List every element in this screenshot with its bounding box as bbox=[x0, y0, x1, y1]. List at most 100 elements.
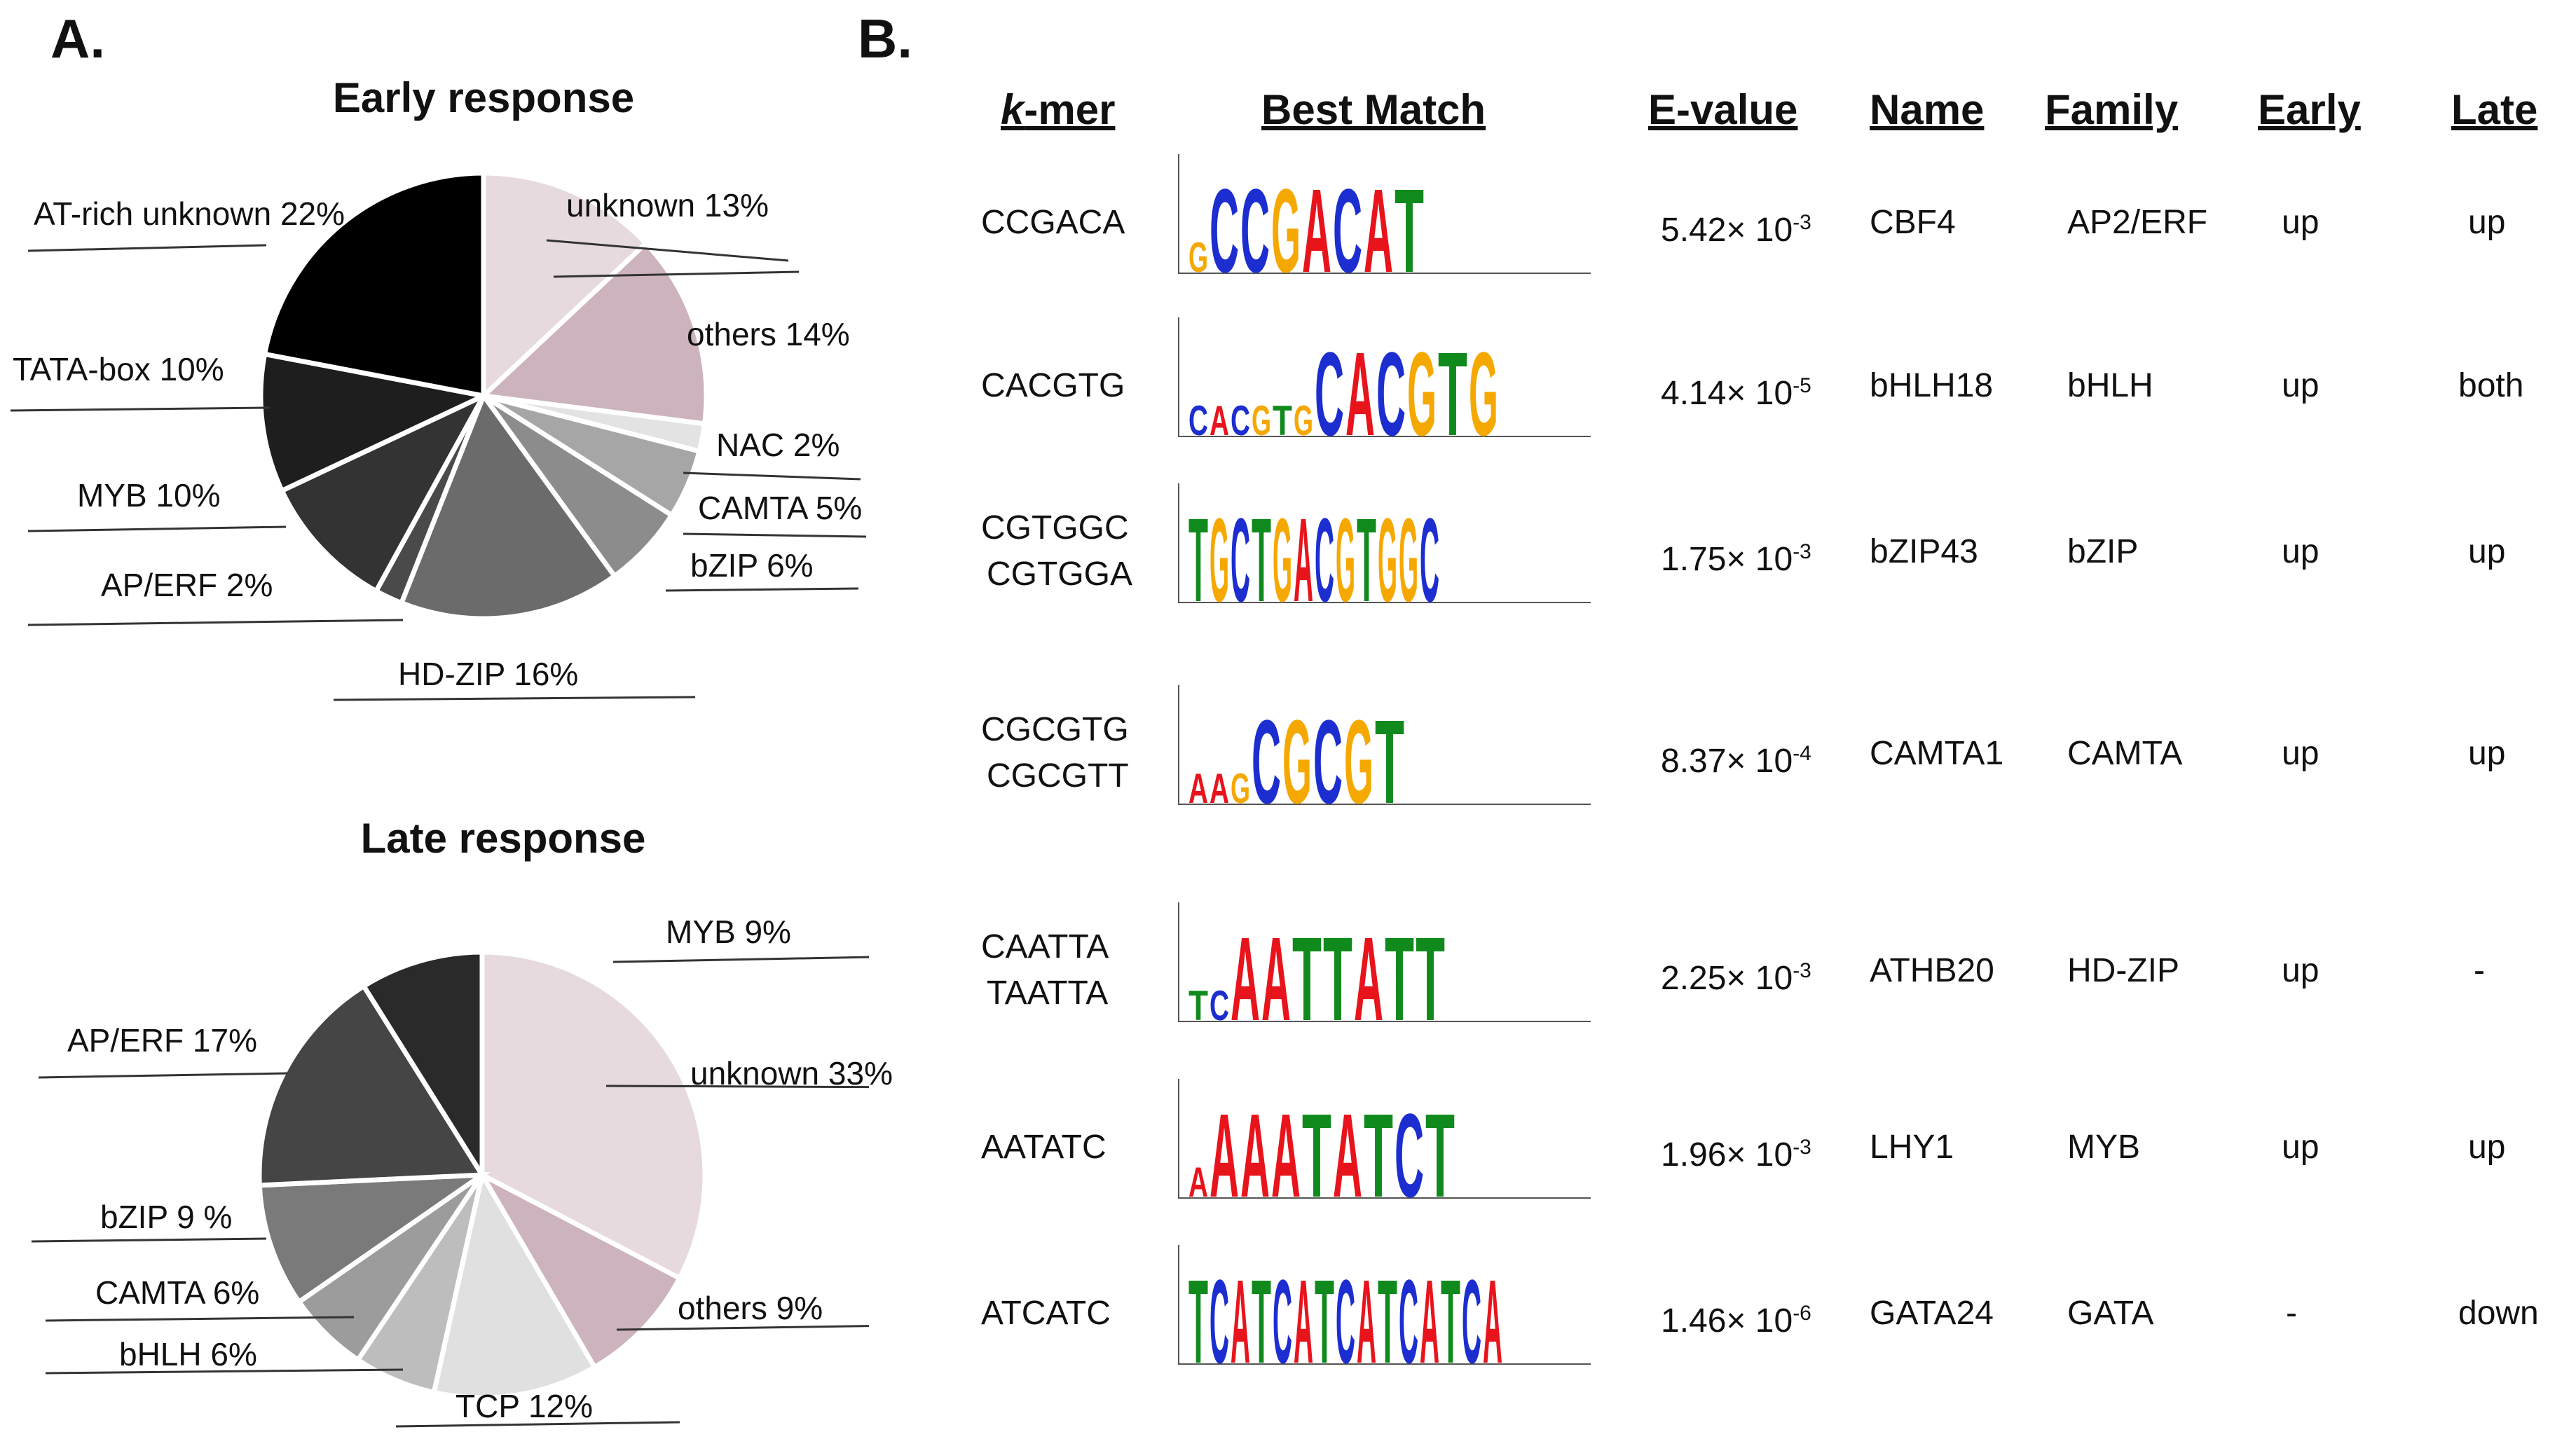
header-family: Family bbox=[2045, 86, 2179, 133]
late-slice-myb bbox=[360, 949, 485, 1184]
row-name: CBF4 bbox=[1870, 204, 1956, 241]
logo-letter: G bbox=[1294, 397, 1313, 444]
row-family: AP2/ERF bbox=[2067, 204, 2208, 241]
row-evalue: 8.37× 10-4 bbox=[1661, 731, 1811, 785]
late-slice-tcp bbox=[431, 1168, 598, 1400]
row-name: bZIP43 bbox=[1870, 533, 1978, 570]
logo-axis bbox=[1178, 1079, 1591, 1199]
leader-line bbox=[38, 1072, 288, 1079]
late-slice-unknown bbox=[479, 949, 708, 1282]
leader-line bbox=[45, 1368, 404, 1375]
logo-letter: G bbox=[1252, 397, 1271, 444]
row-evalue-base: 4.14× 10 bbox=[1661, 375, 1793, 412]
row-kmer: AATATC bbox=[981, 1129, 1107, 1166]
row-early: up bbox=[2282, 952, 2320, 989]
logo-letter: C bbox=[1336, 1255, 1355, 1378]
logo-letter: C bbox=[1420, 494, 1439, 617]
logo-letter: T bbox=[1188, 982, 1208, 1029]
late-pie bbox=[256, 949, 708, 1400]
early-label-nac: NAC 2% bbox=[716, 427, 840, 463]
logo-axis bbox=[1178, 902, 1591, 1022]
row-evalue-exponent: -3 bbox=[1793, 211, 1811, 234]
logo-letter: T bbox=[1385, 913, 1414, 1035]
leader-line bbox=[27, 525, 287, 532]
early-label-hd-zip: HD-ZIP 16% bbox=[398, 656, 579, 692]
row-evalue-base: 1.46× 10 bbox=[1661, 1302, 1793, 1340]
logo-letter: T bbox=[1292, 913, 1322, 1035]
logo-letter: A bbox=[1210, 1089, 1239, 1212]
logo-letter: G bbox=[1336, 494, 1355, 617]
logo-letter: T bbox=[1441, 1255, 1460, 1378]
logo-axis bbox=[1178, 154, 1591, 274]
row-evalue-base: 1.75× 10 bbox=[1661, 541, 1793, 578]
panel-a-label: A. bbox=[50, 8, 105, 69]
logo-letter: C bbox=[1333, 165, 1362, 287]
logo-axis bbox=[1178, 685, 1591, 805]
row-early: up bbox=[2282, 367, 2320, 404]
row-evalue-exponent: -4 bbox=[1793, 742, 1811, 765]
logo-letter: T bbox=[1416, 913, 1445, 1035]
row-name: CAMTA1 bbox=[1870, 735, 2004, 772]
logo-letter: G bbox=[1469, 328, 1498, 450]
row-early: up bbox=[2282, 1129, 2320, 1166]
logo-letter: T bbox=[1357, 494, 1376, 617]
leader-line bbox=[683, 471, 861, 481]
row-kmer-2: TAATTA bbox=[987, 975, 1109, 1012]
row-kmer-2: CGCGTT bbox=[987, 757, 1129, 794]
row-evalue: 2.25× 10-3 bbox=[1661, 948, 1811, 1002]
logo-letter: G bbox=[1407, 328, 1437, 450]
row-evalue: 4.14× 10-5 bbox=[1661, 363, 1811, 417]
logo-letter: A bbox=[1271, 1089, 1301, 1212]
logo-letter: A bbox=[1420, 1255, 1439, 1378]
logo-letter: C bbox=[1210, 165, 1239, 287]
logo-letter: G bbox=[1273, 494, 1292, 617]
row-family: bHLH bbox=[2067, 367, 2153, 404]
row-evalue-base: 5.42× 10 bbox=[1661, 212, 1793, 249]
leader-line bbox=[665, 587, 859, 592]
early-slice-tata-box bbox=[258, 351, 492, 495]
logo-letter: G bbox=[1282, 696, 1312, 818]
pie-charts bbox=[10, 170, 869, 1428]
logo-letter: C bbox=[1462, 1255, 1481, 1378]
logo-letter: T bbox=[1323, 913, 1352, 1035]
logo-letter: C bbox=[1315, 494, 1334, 617]
early-label-unknown: unknown 13% bbox=[566, 187, 769, 223]
logo-letter: A bbox=[1210, 765, 1229, 812]
early-slice-at-rich-unknown bbox=[261, 170, 486, 399]
logo-letter: T bbox=[1188, 494, 1208, 617]
row-evalue: 1.96× 10-3 bbox=[1661, 1124, 1811, 1178]
late-slice-bzip bbox=[256, 1171, 491, 1306]
early-slice-hd-zip bbox=[398, 390, 618, 621]
logo-letter: G bbox=[1399, 494, 1418, 617]
logo-letter: G bbox=[1210, 494, 1229, 617]
header-kmer: k-mer bbox=[1001, 85, 1115, 134]
leader-line bbox=[553, 270, 800, 278]
logo-axis bbox=[1178, 1245, 1591, 1365]
logo-letter: T bbox=[1364, 1089, 1393, 1212]
header-kmer-k: k bbox=[1001, 86, 1025, 133]
row-family: HD-ZIP bbox=[2067, 952, 2179, 989]
early-slice-myb bbox=[278, 390, 490, 595]
row-late: up bbox=[2468, 735, 2506, 772]
header-kmer-rest: -mer bbox=[1024, 86, 1116, 133]
leader-line bbox=[10, 406, 270, 412]
logo-letter: C bbox=[1399, 1255, 1418, 1378]
row-evalue-base: 1.96× 10 bbox=[1661, 1136, 1793, 1173]
row-evalue-exponent: -6 bbox=[1793, 1302, 1811, 1325]
leader-line bbox=[27, 244, 267, 252]
leader-line bbox=[333, 696, 696, 701]
row-family: MYB bbox=[2067, 1129, 2141, 1166]
logo-letter: T bbox=[1438, 328, 1467, 450]
early-label-camta: CAMTA 5% bbox=[698, 490, 863, 526]
early-slice-others bbox=[478, 240, 709, 427]
late-label-ap-erf: AP/ERF 17% bbox=[67, 1022, 257, 1059]
header-late: Late bbox=[2451, 86, 2538, 133]
logo-letter: A bbox=[1240, 1089, 1270, 1212]
logo-letter: C bbox=[1313, 696, 1343, 818]
logo-letter: A bbox=[1483, 1255, 1502, 1378]
leader-line bbox=[683, 532, 867, 538]
logo-letter: T bbox=[1273, 397, 1292, 444]
